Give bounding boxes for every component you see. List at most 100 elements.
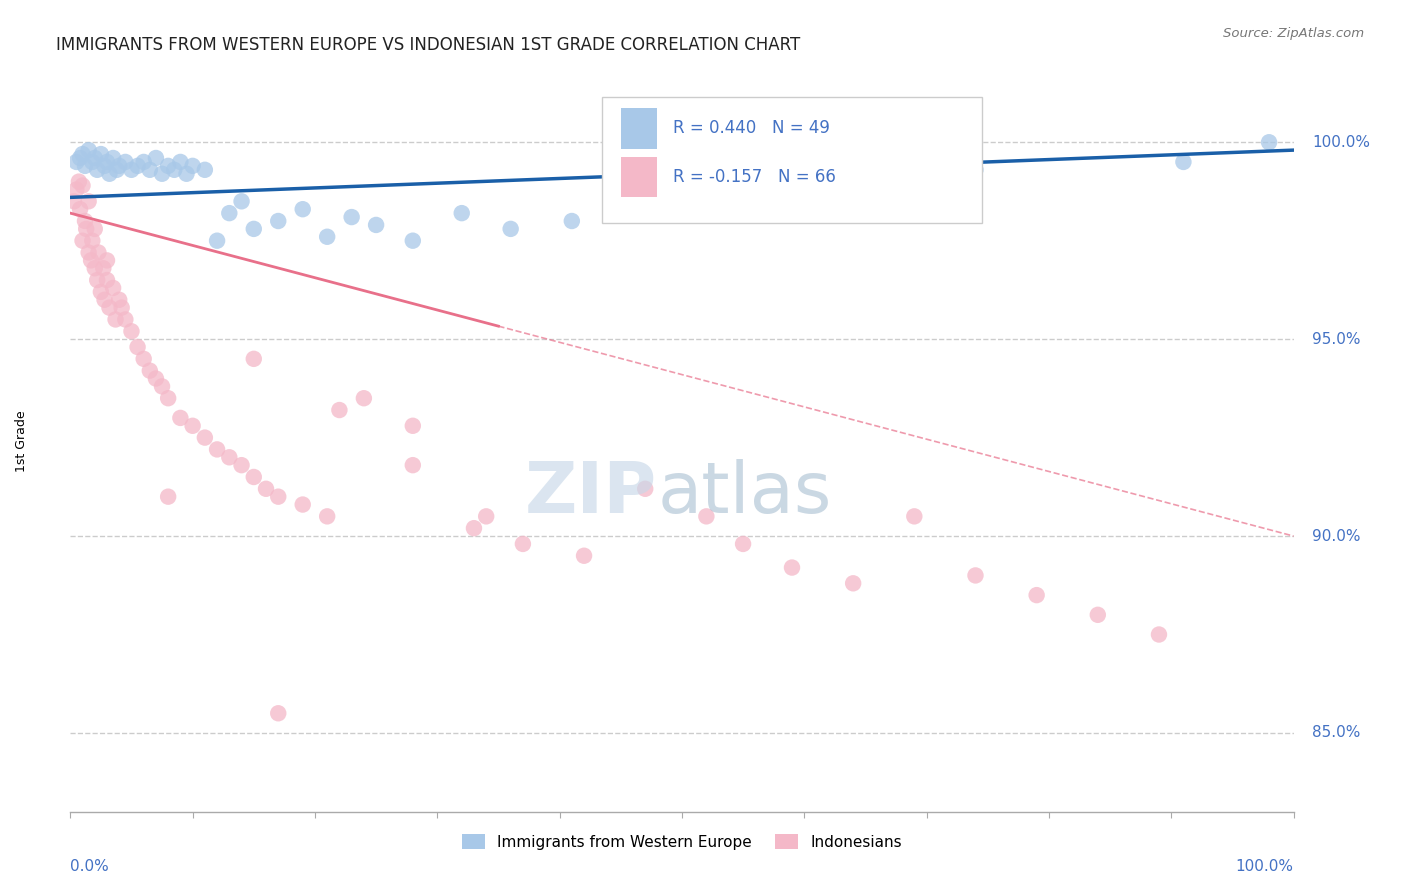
Point bbox=[72, 178, 94, 193]
Point bbox=[903, 509, 925, 524]
Point bbox=[499, 222, 522, 236]
Point bbox=[450, 206, 472, 220]
Point bbox=[291, 202, 314, 217]
Point bbox=[243, 351, 266, 366]
Point bbox=[756, 182, 779, 196]
Point bbox=[353, 391, 375, 405]
Point bbox=[108, 159, 131, 173]
Text: 90.0%: 90.0% bbox=[1312, 529, 1361, 543]
Point bbox=[340, 210, 363, 224]
Point bbox=[402, 458, 425, 472]
Point bbox=[254, 482, 277, 496]
Point bbox=[105, 162, 128, 177]
Point bbox=[1025, 588, 1047, 602]
Point bbox=[181, 159, 204, 173]
Point bbox=[65, 182, 87, 196]
Point bbox=[512, 537, 534, 551]
Point bbox=[291, 498, 314, 512]
Point bbox=[402, 234, 425, 248]
Point bbox=[80, 253, 103, 268]
Bar bbox=[621, 109, 658, 149]
Bar bbox=[621, 156, 658, 197]
Point bbox=[733, 537, 755, 551]
Text: Source: ZipAtlas.com: Source: ZipAtlas.com bbox=[1223, 27, 1364, 40]
Point bbox=[83, 151, 105, 165]
Point bbox=[316, 509, 339, 524]
Point bbox=[98, 167, 121, 181]
Point bbox=[83, 222, 105, 236]
Point bbox=[231, 458, 253, 472]
Legend: Immigrants from Western Europe, Indonesians: Immigrants from Western Europe, Indonesi… bbox=[456, 828, 908, 856]
Point bbox=[475, 509, 498, 524]
Point bbox=[780, 560, 803, 574]
Point bbox=[1087, 607, 1109, 622]
Text: 95.0%: 95.0% bbox=[1312, 332, 1361, 347]
Text: R = -0.157   N = 66: R = -0.157 N = 66 bbox=[673, 169, 837, 186]
Point bbox=[132, 351, 155, 366]
Point bbox=[1147, 627, 1170, 641]
Point bbox=[150, 379, 173, 393]
Point bbox=[73, 159, 96, 173]
Point bbox=[86, 273, 108, 287]
Text: 0.0%: 0.0% bbox=[70, 859, 110, 874]
Point bbox=[205, 234, 228, 248]
Point bbox=[231, 194, 253, 209]
Point bbox=[63, 194, 86, 209]
Point bbox=[96, 155, 118, 169]
Point bbox=[842, 576, 865, 591]
Point bbox=[463, 521, 485, 535]
Point bbox=[139, 162, 162, 177]
Point bbox=[96, 253, 118, 268]
Point bbox=[194, 431, 217, 445]
Point bbox=[82, 234, 104, 248]
Point bbox=[145, 371, 167, 385]
Point bbox=[830, 175, 852, 189]
Point bbox=[90, 285, 112, 299]
FancyBboxPatch shape bbox=[602, 97, 981, 223]
Point bbox=[101, 281, 124, 295]
Point bbox=[93, 159, 115, 173]
Point bbox=[77, 143, 100, 157]
Point bbox=[683, 194, 706, 209]
Text: ZIP: ZIP bbox=[526, 458, 658, 528]
Text: 100.0%: 100.0% bbox=[1236, 859, 1294, 874]
Point bbox=[77, 245, 100, 260]
Point bbox=[121, 162, 143, 177]
Text: IMMIGRANTS FROM WESTERN EUROPE VS INDONESIAN 1ST GRADE CORRELATION CHART: IMMIGRANTS FROM WESTERN EUROPE VS INDONE… bbox=[56, 36, 800, 54]
Point bbox=[267, 214, 290, 228]
Point bbox=[104, 312, 127, 326]
Point bbox=[267, 706, 290, 721]
Text: atlas: atlas bbox=[658, 458, 832, 528]
Point bbox=[402, 418, 425, 433]
Point bbox=[72, 147, 94, 161]
Point bbox=[169, 155, 191, 169]
Point bbox=[83, 261, 105, 276]
Point bbox=[93, 293, 115, 307]
Point bbox=[69, 151, 91, 165]
Point bbox=[87, 245, 110, 260]
Point bbox=[91, 261, 114, 276]
Point bbox=[965, 568, 987, 582]
Point bbox=[114, 312, 136, 326]
Point bbox=[561, 214, 583, 228]
Point bbox=[77, 194, 100, 209]
Point bbox=[176, 167, 198, 181]
Point bbox=[1173, 155, 1195, 169]
Point bbox=[96, 273, 118, 287]
Point bbox=[965, 162, 987, 177]
Point bbox=[218, 206, 240, 220]
Point bbox=[1258, 135, 1281, 149]
Point bbox=[366, 218, 388, 232]
Point bbox=[157, 490, 180, 504]
Point bbox=[150, 167, 173, 181]
Point bbox=[194, 162, 217, 177]
Point bbox=[132, 155, 155, 169]
Point bbox=[181, 418, 204, 433]
Point bbox=[891, 167, 914, 181]
Point bbox=[163, 162, 186, 177]
Point bbox=[86, 162, 108, 177]
Text: 1st Grade: 1st Grade bbox=[15, 410, 28, 473]
Point bbox=[157, 391, 180, 405]
Point bbox=[114, 155, 136, 169]
Point bbox=[316, 229, 339, 244]
